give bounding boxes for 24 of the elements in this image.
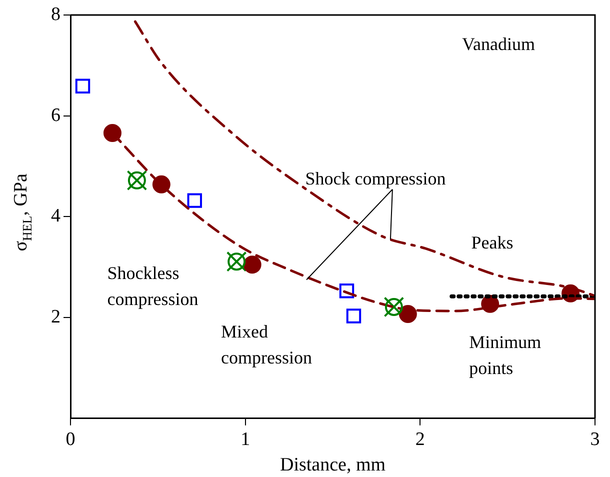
point — [103, 124, 122, 142]
x-tick-label: 1 — [240, 428, 250, 450]
y-tick-label: 2 — [51, 306, 60, 328]
annotation: Minimum points — [469, 332, 542, 378]
point — [339, 283, 354, 298]
x-tick-label: 3 — [590, 428, 600, 450]
point — [126, 170, 148, 191]
point — [187, 193, 202, 208]
y-tick-label: 8 — [51, 4, 60, 25]
y-tick-label: 4 — [51, 206, 61, 227]
annotation: Shockless compression — [107, 263, 198, 310]
annotation: Shock compression — [305, 168, 446, 188]
point — [243, 256, 262, 274]
x-axis-title: Distance, mm — [280, 454, 386, 476]
text: Vanadium — [462, 34, 535, 54]
annotation: Mixed compression — [221, 322, 312, 368]
annotation: Peaks — [471, 232, 514, 253]
x-tick-label: 2 — [415, 428, 425, 450]
x-tick-label: 0 — [66, 428, 76, 450]
point — [226, 251, 247, 272]
point — [75, 78, 90, 94]
y-tick-label: 6 — [51, 104, 60, 126]
point — [346, 308, 362, 324]
point — [384, 296, 404, 318]
